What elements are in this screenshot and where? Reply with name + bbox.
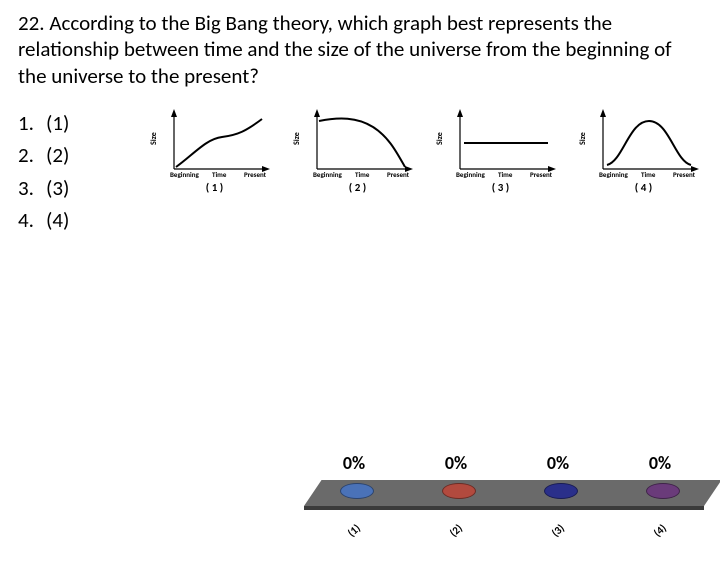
question-text: 22. According to the Big Bang theory, wh… (0, 0, 720, 89)
x-left-label: Beginning (599, 170, 628, 179)
answer-item: 4. (4) (18, 204, 138, 237)
graph-svg: Size Beginning Time Present (579, 105, 709, 179)
graphs-row: Size Beginning Time Present ( 1 ) Size B… (146, 105, 712, 237)
x-right-label: Present (387, 170, 410, 179)
curve (607, 121, 691, 165)
answer-item: 2. (2) (18, 139, 138, 172)
poll-pct: 0% (620, 452, 700, 474)
graph-caption: ( 4 ) (635, 181, 652, 194)
x-left-label: Beginning (456, 170, 485, 179)
graph-thumbnail: Size Beginning Time Present ( 2 ) (289, 105, 426, 237)
x-left-label: Beginning (170, 170, 199, 179)
curve (176, 119, 262, 167)
answer-item: 1. (1) (18, 107, 138, 140)
poll-chip (442, 483, 476, 499)
x-center-label: Time (498, 170, 513, 179)
y-axis-label: Size (579, 132, 588, 145)
graph-svg: Size Beginning Time Present (150, 105, 280, 179)
answer-label: (4) (46, 204, 69, 237)
poll-pct: 0% (314, 452, 394, 474)
answer-list: 1. (1) 2. (2) 3. (3) 4. (4) (18, 107, 138, 237)
poll-strip-front (304, 506, 704, 510)
graph-thumbnail: Size Beginning Time Present ( 3 ) (432, 105, 569, 237)
graph-caption: ( 2 ) (349, 181, 366, 194)
x-center-label: Time (641, 170, 656, 179)
graph-svg: Size Beginning Time Present (436, 105, 566, 179)
answer-item: 3. (3) (18, 172, 138, 205)
answer-label: (3) (46, 172, 69, 205)
poll-pct: 0% (518, 452, 598, 474)
y-axis-label: Size (150, 132, 159, 145)
graph-caption: ( 3 ) (492, 181, 509, 194)
poll-pct: 0% (416, 452, 496, 474)
graph-svg: Size Beginning Time Present (293, 105, 423, 179)
x-right-label: Present (673, 170, 696, 179)
poll-chip (544, 483, 578, 499)
poll-chart: 0% 0% 0% 0% (1) (2) (3) (4) (304, 452, 704, 522)
poll-chip (340, 483, 374, 499)
y-axis-label: Size (436, 132, 445, 145)
content-row: 1. (1) 2. (2) 3. (3) 4. (4) (0, 89, 720, 237)
graph-caption: ( 1 ) (206, 181, 223, 194)
poll-chip (646, 483, 680, 499)
x-left-label: Beginning (313, 170, 342, 179)
answer-num: 2. (18, 139, 46, 172)
curve (319, 118, 405, 166)
x-center-label: Time (212, 170, 227, 179)
x-right-label: Present (530, 170, 553, 179)
answer-label: (2) (46, 139, 69, 172)
answer-label: (1) (46, 107, 69, 140)
answer-num: 3. (18, 172, 46, 205)
graph-thumbnail: Size Beginning Time Present ( 1 ) (146, 105, 283, 237)
graph-thumbnail: Size Beginning Time Present ( 4 ) (575, 105, 712, 237)
x-center-label: Time (355, 170, 370, 179)
x-right-label: Present (244, 170, 267, 179)
y-axis-label: Size (293, 132, 302, 145)
answer-num: 1. (18, 107, 46, 140)
answer-num: 4. (18, 204, 46, 237)
